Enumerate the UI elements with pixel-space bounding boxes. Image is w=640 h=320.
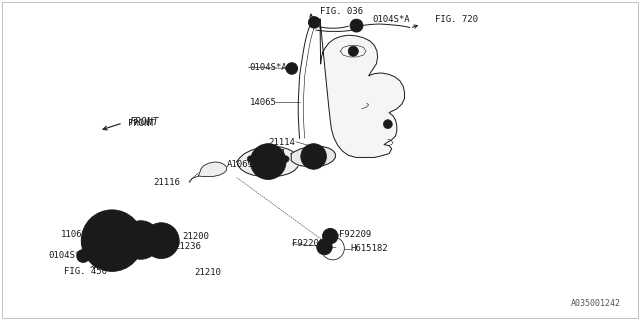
Circle shape [320, 243, 329, 252]
Circle shape [350, 19, 363, 32]
Circle shape [247, 156, 253, 162]
Text: 11060: 11060 [61, 230, 88, 239]
Circle shape [143, 223, 179, 259]
Text: A035001242: A035001242 [571, 299, 621, 308]
Polygon shape [291, 146, 335, 167]
Text: 21111: 21111 [259, 149, 286, 158]
Text: FIG. 036: FIG. 036 [320, 7, 363, 16]
Text: A10693: A10693 [227, 160, 259, 169]
Text: FIG. 450: FIG. 450 [64, 267, 107, 276]
Circle shape [383, 120, 392, 129]
Circle shape [283, 156, 289, 162]
Circle shape [152, 232, 170, 250]
Text: FRONT: FRONT [129, 117, 159, 127]
Text: H615182: H615182 [351, 244, 388, 253]
Circle shape [257, 150, 280, 173]
Circle shape [129, 228, 152, 252]
Circle shape [90, 218, 134, 263]
Text: 21116: 21116 [154, 178, 180, 187]
Circle shape [323, 228, 338, 244]
Text: 14065: 14065 [250, 98, 276, 107]
Polygon shape [237, 146, 300, 177]
Circle shape [136, 235, 146, 245]
Text: F92209: F92209 [339, 230, 371, 239]
Circle shape [79, 252, 87, 260]
Text: 21114: 21114 [269, 138, 296, 147]
Circle shape [263, 156, 273, 167]
Text: FIG. 720: FIG. 720 [435, 15, 478, 24]
Text: 0104S*A: 0104S*A [250, 63, 287, 72]
Circle shape [250, 144, 286, 180]
Text: 0104S*A: 0104S*A [372, 15, 410, 24]
Circle shape [317, 239, 332, 255]
Circle shape [81, 210, 143, 271]
Polygon shape [198, 162, 227, 177]
Circle shape [122, 221, 160, 259]
Circle shape [308, 17, 320, 28]
Circle shape [311, 19, 317, 26]
Text: 21210: 21210 [194, 268, 221, 277]
Circle shape [301, 144, 326, 169]
Circle shape [107, 236, 117, 246]
Polygon shape [320, 19, 404, 157]
Circle shape [286, 63, 298, 74]
Text: 0104S*B: 0104S*B [48, 252, 86, 260]
Text: 21200: 21200 [182, 232, 209, 241]
Text: 21236: 21236 [174, 242, 201, 251]
Circle shape [289, 65, 295, 72]
Circle shape [265, 164, 271, 170]
Circle shape [77, 250, 90, 262]
Circle shape [348, 46, 358, 56]
Text: FRONT: FRONT [128, 119, 155, 128]
Text: F92209: F92209 [292, 239, 324, 248]
Circle shape [99, 228, 125, 253]
Circle shape [353, 22, 360, 29]
Circle shape [306, 149, 321, 164]
Circle shape [326, 232, 335, 241]
